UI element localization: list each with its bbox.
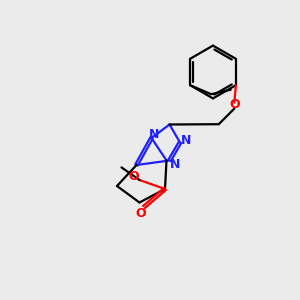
Text: N: N [170,158,180,172]
Text: N: N [148,128,159,141]
Text: O: O [136,207,146,220]
Text: O: O [229,98,240,111]
Text: O: O [129,170,140,183]
Text: N: N [181,134,191,148]
